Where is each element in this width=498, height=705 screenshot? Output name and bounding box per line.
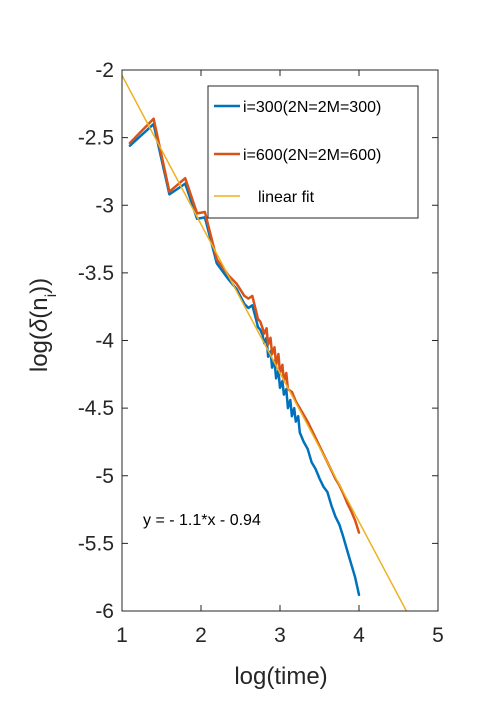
y-tick-label: -4.5 [78,397,114,420]
y-tick-label: -4 [95,330,114,353]
legend: i=300(2N=2M=300) i=600(2N=2M=600) linear f… [207,85,419,219]
y-tick-label: -2.5 [78,127,114,150]
x-tick-label: 4 [353,624,365,647]
x-tick-label: 1 [116,624,128,647]
legend-label: linear fit [258,189,315,206]
series-line-i300 [128,122,361,597]
legend-box [207,85,419,219]
y-axis-title: log(δ(ni)) [26,278,60,372]
y-tick-label: -6 [95,600,114,623]
x-tick-label: 2 [195,624,207,647]
legend-label: i=600(2N=2M=600) [243,147,381,164]
y-tick-label: -5.5 [78,532,114,555]
series-line-linear-fit [122,74,408,611]
y-tick-label: -5 [95,465,114,488]
plot-area [122,74,408,611]
axes: 1 2 3 4 5 -2 -2.5 -3 -3.5 -4 -4.5 -5 -5.5 -6 [78,59,444,647]
y-tick-label: -3 [95,194,114,217]
legend-label: i=300(2N=2M=300) [243,99,381,116]
fit-equation-annotation: y = - 1.1*x - 0.94 [143,512,261,529]
x-axis-title: log(time) [234,663,327,690]
y-tick-label: -3.5 [78,262,114,285]
x-tick-label: 3 [274,624,286,647]
y-tick-label: -2 [95,59,114,82]
x-tick-label: 5 [432,624,444,647]
